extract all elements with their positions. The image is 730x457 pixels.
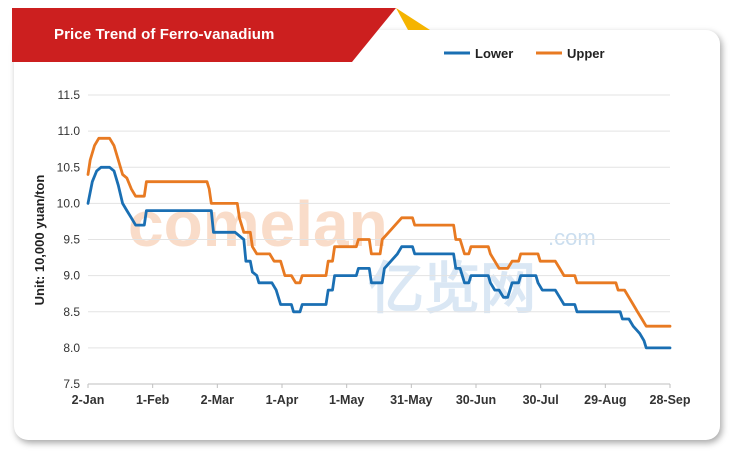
x-tick-label: 30-Jun — [456, 393, 496, 407]
y-tick-label: 11.0 — [58, 124, 81, 138]
series-lines — [86, 136, 672, 350]
y-axis-label: Unit: 10,000 yuan/ton — [32, 175, 47, 306]
x-tick-label: 31-May — [390, 393, 432, 407]
y-tick-label: 8.0 — [63, 341, 80, 355]
y-tick-label: 7.5 — [63, 377, 80, 391]
title-banner — [12, 8, 430, 62]
y-tick-label: 8.5 — [63, 305, 80, 319]
y-tick-labels: 7.5 8.0 8.5 9.0 9.5 10.0 10.5 11.0 11.5 — [57, 88, 81, 391]
y-tick-label: 11.5 — [58, 88, 81, 102]
gridlines — [88, 94, 670, 349]
series-line-lower — [86, 165, 672, 350]
y-tick-label: 10.0 — [57, 196, 81, 210]
y-tick-label: 9.5 — [63, 233, 80, 247]
chart-title: Price Trend of Ferro-vanadium — [54, 26, 275, 43]
x-tick-label: 2-Mar — [201, 393, 234, 407]
x-tick-label: 1-Feb — [136, 393, 170, 407]
legend-label-upper: Upper — [567, 46, 605, 61]
watermark-latin: comelan — [128, 188, 388, 260]
legend: Lower Upper — [444, 46, 605, 61]
banner-ribbon — [12, 8, 396, 62]
legend-label-lower: Lower — [475, 46, 513, 61]
x-tick-label: 1-May — [329, 393, 364, 407]
x-tick-label: 1-Apr — [266, 393, 299, 407]
y-tick-label: 10.5 — [57, 160, 81, 174]
series-line-upper — [86, 136, 672, 328]
x-tick-label: 2-Jan — [72, 393, 105, 407]
x-tick-label: 28-Sep — [650, 393, 691, 407]
y-tick-label: 9.0 — [63, 269, 80, 283]
banner-accent-triangle — [396, 8, 430, 30]
chart-card — [14, 30, 720, 440]
x-tick-labels: 2-Jan 1-Feb 2-Mar 1-Apr 1-May 31-May 30-Jun 30-… — [72, 384, 691, 407]
x-tick-label: 29-Aug — [584, 393, 626, 407]
watermark-domain: .com — [548, 225, 596, 250]
x-tick-label: 30-Jul — [523, 393, 559, 407]
